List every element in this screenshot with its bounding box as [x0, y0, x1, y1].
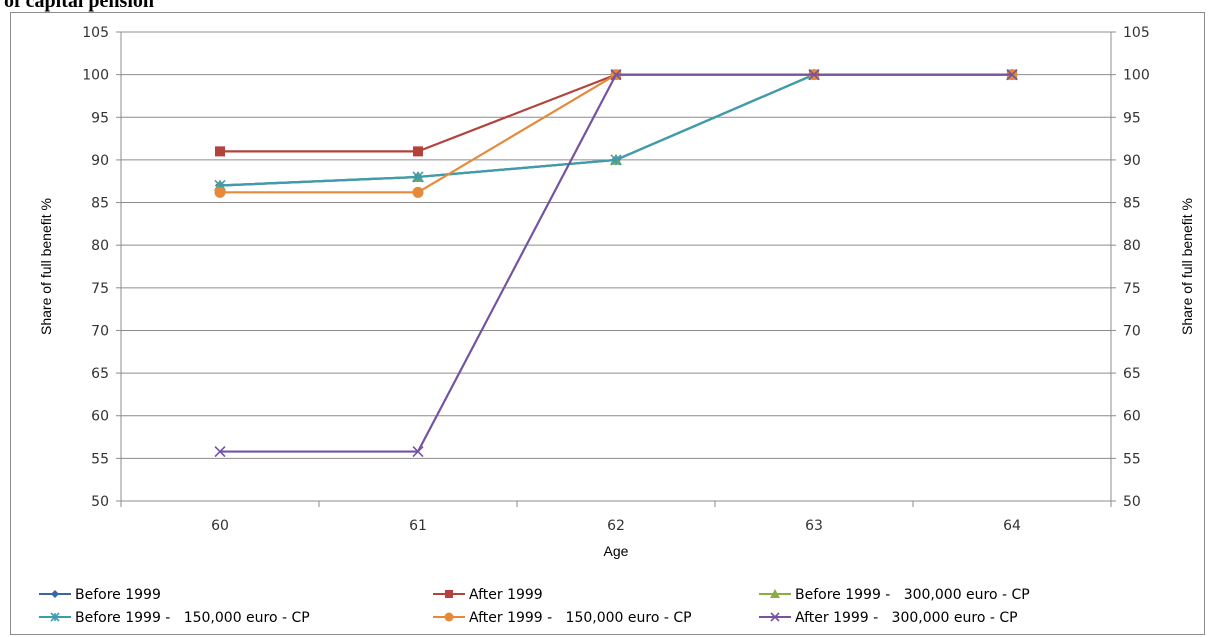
- y-axis-title-right: Share of full benefit %: [1179, 198, 1195, 335]
- x-tick-label: 61: [409, 518, 427, 534]
- y-tick-label-right: 55: [1123, 451, 1141, 467]
- gridlines: [121, 31, 1111, 502]
- data-point: [412, 186, 424, 198]
- data-point: [1006, 69, 1018, 81]
- legend-item: Before 1999: [39, 587, 161, 603]
- legend-item: After 1999 - 150,000 euro - CP: [433, 610, 692, 626]
- x-tick-label: 63: [805, 518, 823, 534]
- series-0: [215, 69, 1017, 191]
- data-point: [412, 445, 424, 458]
- y-tick-label-right: 80: [1123, 238, 1141, 254]
- y-tick-label-right: 60: [1123, 409, 1141, 425]
- legend-marker: [444, 612, 454, 622]
- data-point: [413, 146, 423, 157]
- y-tick-label-left: 100: [82, 68, 109, 84]
- legend-marker: [770, 612, 780, 622]
- legend-marker: [445, 590, 453, 598]
- y-tick-label-right: 85: [1123, 196, 1141, 212]
- data-point: [214, 445, 226, 458]
- y-tick-label-right: 100: [1123, 68, 1150, 84]
- legend-item: Before 1999 - 150,000 euro - CP: [39, 610, 310, 626]
- legend: Before 1999 After 1999 Before 1999 - 300,0…: [39, 587, 1030, 626]
- series-4: [214, 69, 1018, 198]
- x-axis-title: Age: [604, 543, 629, 559]
- y-tick-label-right: 95: [1123, 110, 1141, 126]
- series-line: [220, 73, 1012, 153]
- series-2: [214, 68, 1018, 191]
- y-tick-label-left: 55: [91, 451, 109, 467]
- data-point: [610, 69, 622, 81]
- legend-label: After 1999: [469, 587, 543, 603]
- y-tick-label-left: 60: [91, 409, 109, 425]
- y-tick-label-left: 70: [91, 323, 109, 339]
- y-tick-label-right: 65: [1123, 366, 1141, 382]
- data-point: [215, 146, 225, 157]
- legend-marker: [50, 612, 60, 622]
- x-tick-label: 64: [1003, 518, 1021, 534]
- line-chart: 50 50 55 55 60 60 65 65 70 70 75 75 80 80 85 85 90 90 95 95…: [38, 25, 1195, 626]
- legend-item: After 1999 - 300,000 euro - CP: [759, 610, 1018, 626]
- y-tick-label-right: 75: [1123, 281, 1141, 297]
- data-point: [412, 171, 424, 183]
- y-tick-label-left: 105: [82, 25, 109, 41]
- series-line: [219, 73, 1012, 187]
- series-5: [214, 69, 1018, 458]
- y-tick-label-left: 95: [91, 110, 109, 126]
- y-tick-label-left: 65: [91, 366, 109, 382]
- legend-marker: [51, 590, 59, 598]
- series-layer: [214, 68, 1018, 458]
- y-tick-label-right: 50: [1123, 494, 1141, 510]
- y-tick-label-left: 90: [91, 153, 109, 169]
- x-tick-label: 60: [211, 518, 229, 534]
- legend-label: After 1999 - 300,000 euro - CP: [795, 610, 1018, 626]
- data-point: [808, 69, 820, 81]
- series-line: [219, 73, 1012, 187]
- tick-labels: 50 50 55 55 60 60 65 65 70 70 75 75 80 80 85 85 90 90 95 95…: [82, 25, 1149, 534]
- legend-item: After 1999: [433, 587, 543, 603]
- chart-frame: 50 50 55 55 60 60 65 65 70 70 75 75 80 80 85 85 90 90 95 95…: [10, 12, 1205, 635]
- data-point: [214, 186, 226, 198]
- legend-label: Before 1999: [75, 587, 161, 603]
- data-point: [610, 154, 622, 166]
- x-tick-label: 62: [607, 518, 625, 534]
- series-1: [215, 69, 1017, 157]
- series-line: [219, 73, 1012, 187]
- legend-item: Before 1999 - 300,000 euro - CP: [759, 587, 1030, 603]
- series-line: [220, 73, 1012, 453]
- legend-label: After 1999 - 150,000 euro - CP: [469, 610, 692, 626]
- y-tick-label-left: 50: [91, 494, 109, 510]
- legend-marker: [770, 589, 780, 598]
- legend-label: Before 1999 - 150,000 euro - CP: [75, 610, 310, 626]
- y-axis-title-left: Share of full benefit %: [38, 198, 54, 335]
- axes: [116, 31, 1116, 507]
- y-tick-label-right: 105: [1123, 25, 1150, 41]
- y-tick-label-right: 70: [1123, 323, 1141, 339]
- series-line: [220, 73, 1012, 194]
- y-tick-label-left: 75: [91, 281, 109, 297]
- series-3: [214, 69, 1018, 192]
- y-tick-label-left: 85: [91, 196, 109, 212]
- page-title: of capital pension: [4, 0, 155, 12]
- y-tick-label-left: 80: [91, 238, 109, 254]
- legend-label: Before 1999 - 300,000 euro - CP: [795, 587, 1030, 603]
- y-tick-label-right: 90: [1123, 153, 1141, 169]
